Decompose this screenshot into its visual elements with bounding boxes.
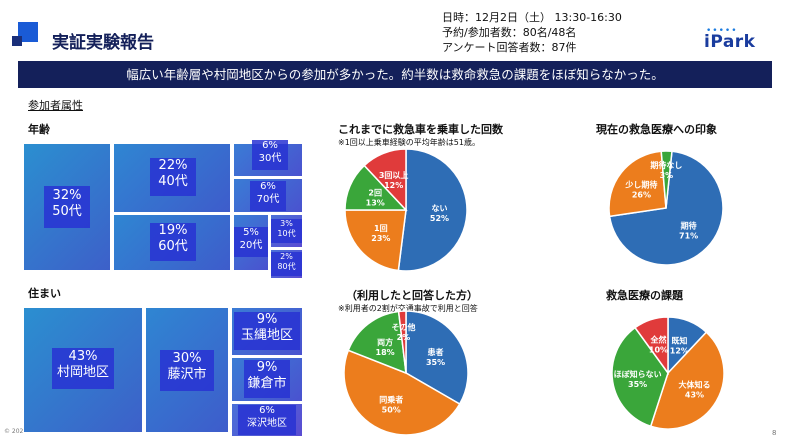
- age-tile-80s-name: 80代: [277, 262, 296, 271]
- age-tile-10s-pct: 3%: [280, 219, 293, 228]
- res-tile-tamanawa-name: 玉縄地区: [240, 328, 293, 344]
- age-tile-70s-pct: 6%: [260, 181, 276, 192]
- pie0-slice-0: [397, 148, 468, 272]
- age-tile-60s-pct: 19%: [158, 223, 188, 238]
- ipark-dots-icon: •••••: [706, 26, 738, 36]
- pie3-slice-2: [611, 326, 669, 428]
- pie2-slice-1: [343, 349, 461, 436]
- copyright: © 202: [4, 428, 24, 435]
- pie3-label-2: ほぼ知らない 35%: [614, 369, 662, 389]
- age-tile-50s-pct: 32%: [52, 188, 82, 203]
- age-tile-20s-name: 20代: [239, 239, 263, 251]
- age-tile-30s-name: 30代: [258, 152, 282, 164]
- event-date: 日時：12月2日（土） 13:30-16:30: [442, 11, 622, 24]
- pie1-slice-1: [608, 150, 667, 218]
- pie2-slice-0: [405, 310, 469, 406]
- chart1-note: ※1回以上乗車経験の平均年齢は51歳。: [338, 138, 480, 147]
- page-title: 実証実験報告: [52, 33, 154, 53]
- age-tile-70s-name: 70代: [256, 193, 280, 205]
- pie2-slice-2: [347, 310, 407, 375]
- ipark-logo: ••••• iPark: [700, 26, 770, 52]
- report-logo-mark: [18, 22, 38, 42]
- event-survey-count: アンケート回答者数：87件: [442, 41, 577, 54]
- pie-ambulance-rides: ない 52% 1回 23% 2回 13%3回以上 12%: [344, 148, 468, 272]
- age-tile-60s: 19% 60代: [114, 215, 230, 270]
- pie2-label-3: その他 2%: [391, 322, 415, 342]
- event-info: 日時：12月2日（土） 13:30-16:30 予約/参加者数：80名/48名 …: [442, 10, 622, 55]
- pie0-slice-1: [344, 209, 407, 272]
- summary-banner: 幅広い年齢層や村岡地区からの参加が多かった。約半数は救命救急の課題をほぼ知らなか…: [18, 61, 772, 88]
- residence-label: 住まい: [28, 287, 61, 300]
- age-tile-40s-name: 40代: [158, 174, 188, 190]
- pie3-label-0: 既知 12%: [670, 335, 689, 355]
- age-tile-80s-pct: 2%: [280, 252, 293, 261]
- age-tile-60s-name: 60代: [158, 239, 188, 255]
- pie0-label-2: 2回 13%: [366, 189, 385, 208]
- res-tile-tamanawa-pct: 9%: [256, 312, 278, 327]
- res-tile-muraoka-name: 村岡地区: [56, 365, 109, 381]
- res-tile-muraoka-pct: 43%: [68, 349, 98, 364]
- pie-usage-role: 患者 35% 同乗者 50% 両方 18%その他 2%: [343, 310, 469, 436]
- chart1-title: これまでに救急車を乗車した回数: [338, 123, 503, 136]
- pie2-slice-3: [397, 310, 407, 374]
- age-tile-80s: 2% 80代: [271, 250, 302, 278]
- pie-emergency-issues: 既知 12% 大体知る 43% ほぼ知らない 35% 全然 10%: [611, 316, 725, 430]
- pie0-slice-3: [363, 148, 407, 212]
- age-tile-40s-pct: 22%: [158, 158, 188, 173]
- section-label: 参加者属性: [28, 99, 83, 112]
- ipark-logo-text: iPark: [704, 32, 756, 52]
- age-tile-10s-name: 10代: [277, 229, 296, 238]
- chart4-title: 救急医療の課題: [606, 289, 683, 302]
- res-tile-fukasawa-name: 深沢地区: [247, 417, 287, 429]
- chart3-title: （利用したと回答した方）: [346, 289, 478, 302]
- pie3-label-1: 大体知る 43%: [679, 380, 711, 400]
- event-reservation: 予約/参加者数：80名/48名: [442, 26, 577, 39]
- age-tile-50s: 32% 50代: [24, 144, 110, 270]
- pie3-slice-3: [634, 316, 669, 376]
- age-tile-30s: 6% 30代: [234, 140, 302, 176]
- age-tile-30s-pct: 6%: [262, 140, 278, 151]
- pie0-label-0: ない 52%: [430, 204, 449, 223]
- age-label: 年齢: [28, 123, 50, 136]
- pie2-label-0: 患者 35%: [426, 347, 445, 367]
- res-tile-fujisawa-name: 藤沢市: [167, 367, 207, 383]
- age-tile-10s: 3% 10代: [271, 215, 302, 247]
- res-tile-fujisawa: 30% 藤沢市: [146, 308, 228, 432]
- pie2-label-1: 同乗者 50%: [379, 395, 403, 415]
- age-tile-20s-pct: 5%: [243, 227, 259, 238]
- pie3-label-3: 全然 10%: [649, 335, 668, 355]
- res-tile-tamanawa: 9% 玉縄地区: [232, 308, 302, 355]
- age-tile-70s: 6% 70代: [234, 179, 302, 212]
- res-tile-fukasawa-pct: 6%: [259, 405, 275, 416]
- chart2-title: 現在の救急医療への印象: [596, 123, 717, 136]
- report-logo-accent: [12, 36, 22, 46]
- pie1-slice-2: [660, 150, 673, 209]
- pie1-label-1: 少し期待 26%: [624, 180, 657, 200]
- res-tile-fukasawa: 6% 深沢地区: [232, 404, 302, 436]
- res-tile-fujisawa-pct: 30%: [172, 351, 202, 366]
- pie1-label-2: 期待なし 3%: [650, 160, 682, 180]
- page-number: 8: [772, 429, 777, 437]
- age-tile-40s: 22% 40代: [114, 144, 230, 212]
- res-tile-kamakura: 9% 鎌倉市: [232, 358, 302, 401]
- chart3-note: ※利用者の2割が交通事故で利用と回答: [338, 304, 478, 313]
- pie0-label-3: 3回以上 12%: [379, 170, 409, 190]
- res-tile-kamakura-pct: 9%: [256, 360, 278, 375]
- res-tile-kamakura-name: 鎌倉市: [247, 376, 287, 392]
- pie2-label-2: 両方 18%: [376, 337, 395, 357]
- pie0-label-1: 1回 23%: [371, 224, 390, 243]
- age-tile-20s: 5% 20代: [234, 215, 268, 270]
- res-tile-muraoka: 43% 村岡地区: [24, 308, 142, 432]
- pie1-label-0: 期待 71%: [679, 221, 698, 241]
- pie3-slice-1: [649, 331, 725, 430]
- age-tile-50s-name: 50代: [52, 204, 82, 220]
- pie-impression: 期待 71% 少し期待 26%期待なし 3%: [608, 150, 724, 266]
